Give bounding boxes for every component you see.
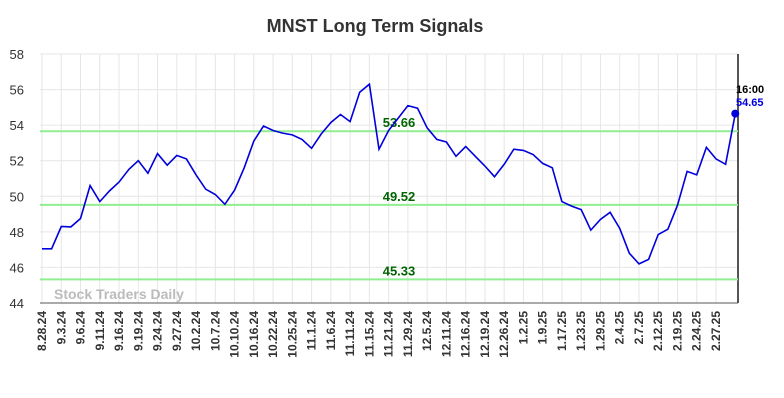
x-tick-label: 10.16.24 — [247, 311, 261, 358]
x-tick-label: 2.19.25 — [670, 311, 684, 351]
y-tick-label: 48 — [10, 225, 24, 240]
x-tick-label: 10.10.24 — [228, 311, 242, 358]
y-tick-label: 54 — [10, 118, 24, 133]
x-tick-label: 9.16.24 — [112, 311, 126, 351]
y-tick-label: 56 — [10, 83, 24, 98]
x-tick-label: 1.2.25 — [516, 311, 530, 345]
signal-label: 49.52 — [383, 189, 416, 204]
x-tick-label: 2.27.25 — [709, 311, 723, 351]
x-tick-label: 11.11.24 — [343, 311, 357, 357]
x-tick-label: 2.4.25 — [613, 311, 627, 345]
x-tick-label: 1.29.25 — [593, 311, 607, 351]
y-tick-label: 52 — [10, 154, 24, 169]
x-tick-label: 1.9.25 — [536, 311, 550, 345]
x-tick-label: 12.26.24 — [497, 311, 511, 358]
x-tick-label: 9.24.24 — [151, 311, 165, 351]
last-point — [731, 109, 740, 118]
x-tick-label: 12.19.24 — [478, 311, 492, 358]
x-tick-label: 9.3.24 — [54, 311, 68, 345]
x-tick-label: 11.1.24 — [305, 311, 319, 351]
x-tick-label: 11.6.24 — [324, 311, 338, 351]
x-tick-label: 12.11.24 — [439, 311, 453, 357]
x-tick-label: 10.22.24 — [266, 311, 280, 358]
x-tick-label: 10.7.24 — [208, 311, 222, 351]
x-tick-label: 1.17.25 — [555, 311, 569, 351]
y-tick-label: 50 — [10, 189, 24, 204]
x-tick-label: 9.27.24 — [170, 311, 184, 351]
x-tick-label: 1.23.25 — [574, 311, 588, 351]
y-tick-label: 44 — [10, 296, 24, 311]
x-tick-label: 12.16.24 — [459, 311, 473, 358]
x-tick-label: 2.12.25 — [651, 311, 665, 351]
x-tick-label: 9.11.24 — [93, 311, 107, 351]
x-tick-label: 8.28.24 — [35, 311, 49, 351]
last-value: 54.65 — [736, 97, 764, 109]
x-tick-label: 11.29.24 — [401, 311, 415, 357]
x-tick-label: 12.5.24 — [420, 311, 434, 351]
price-line — [42, 82, 737, 265]
signal-label: 45.33 — [383, 263, 416, 278]
y-tick-label: 58 — [10, 47, 24, 62]
x-tick-label: 9.19.24 — [131, 311, 145, 351]
watermark: Stock Traders Daily — [54, 286, 184, 302]
x-tick-label: 10.2.24 — [189, 311, 203, 351]
x-tick-label: 10.25.24 — [285, 311, 299, 358]
x-tick-label: 2.7.25 — [632, 311, 646, 345]
x-tick-label: 11.15.24 — [362, 311, 376, 357]
y-tick-label: 46 — [10, 260, 24, 275]
x-tick-label: 11.21.24 — [382, 311, 396, 357]
chart-title: MNST Long Term Signals — [267, 16, 484, 36]
x-tick-label: 2.24.25 — [690, 311, 704, 351]
last-time: 16:00 — [736, 84, 764, 96]
x-tick-label: 9.6.24 — [74, 311, 88, 345]
